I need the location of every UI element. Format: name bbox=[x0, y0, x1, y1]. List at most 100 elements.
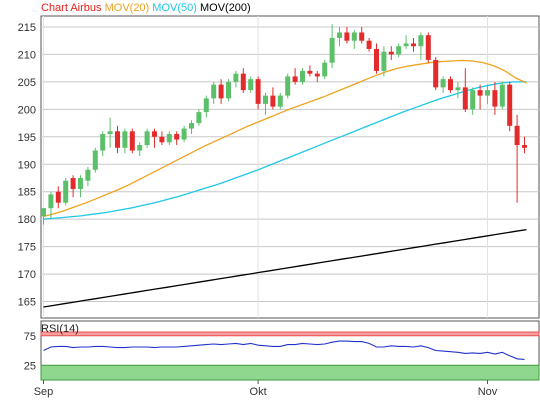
y-tick-label: 190 bbox=[18, 159, 36, 171]
x-axis: SepOktNovDe bbox=[34, 380, 498, 398]
candle-body bbox=[240, 73, 246, 91]
candle-body bbox=[115, 131, 120, 148]
candles bbox=[41, 24, 527, 225]
y-tick-label: 180 bbox=[18, 214, 36, 226]
legend-item-mov50: MOV(50) bbox=[152, 2, 197, 14]
candle-body bbox=[48, 194, 54, 209]
candle-body bbox=[344, 32, 350, 41]
y-tick-label: 185 bbox=[18, 187, 36, 199]
candle-body bbox=[63, 180, 69, 203]
candle-body bbox=[507, 84, 513, 126]
candle-body bbox=[211, 84, 217, 99]
legend-item-mov20: MOV(20) bbox=[105, 2, 150, 14]
candle-body bbox=[477, 90, 483, 96]
candle-body bbox=[277, 95, 283, 107]
ma200-layer bbox=[43, 228, 527, 308]
candle-body bbox=[100, 134, 106, 151]
ma200-line bbox=[43, 228, 527, 308]
candle-body bbox=[418, 35, 424, 47]
main-panel-frame bbox=[40, 15, 540, 319]
rsi-label: RSI(14) bbox=[41, 323, 79, 335]
ma20-line bbox=[43, 59, 527, 218]
y-axis: 165 170 175 180 185 190 195 200 205 210 215 25 75 bbox=[18, 22, 36, 372]
candle-body bbox=[403, 43, 409, 47]
y-tick-label: 205 bbox=[18, 77, 36, 89]
candle-body bbox=[226, 81, 231, 99]
ma50-layer bbox=[43, 81, 527, 220]
y-tick-label: 195 bbox=[18, 132, 36, 144]
candle-body bbox=[366, 40, 372, 49]
candle-body bbox=[203, 98, 209, 113]
candle-body bbox=[196, 112, 202, 124]
candle-body bbox=[374, 48, 379, 71]
candle-body bbox=[233, 73, 239, 82]
candle-body bbox=[159, 136, 165, 143]
rsi-oversold-band bbox=[40, 364, 540, 381]
candle-body bbox=[248, 79, 254, 91]
candle-body bbox=[55, 191, 61, 203]
candle-body bbox=[322, 62, 328, 77]
candle-body bbox=[514, 125, 520, 146]
candle-body bbox=[492, 90, 498, 107]
candle-body bbox=[92, 150, 98, 170]
y-tick-label: 170 bbox=[18, 269, 36, 281]
candle-body bbox=[189, 123, 194, 129]
candle-body bbox=[263, 95, 268, 104]
candle-body bbox=[522, 145, 527, 148]
candle-body bbox=[499, 84, 505, 107]
candle-body bbox=[337, 32, 342, 38]
candle-body bbox=[470, 90, 476, 110]
x-tick-label: Sep bbox=[34, 386, 54, 398]
candle-body bbox=[122, 131, 128, 148]
candle-body bbox=[455, 87, 461, 91]
candle-body bbox=[411, 43, 416, 47]
candle-body bbox=[218, 84, 224, 99]
candle-body bbox=[85, 169, 91, 181]
candle-body bbox=[314, 73, 320, 77]
candle-body bbox=[485, 90, 490, 96]
rsi-tick-label: 75 bbox=[24, 331, 36, 343]
rsi-bands bbox=[40, 331, 540, 381]
y-tick-label: 200 bbox=[18, 104, 36, 116]
candle-body bbox=[329, 37, 335, 63]
rsi-tick-label: 25 bbox=[24, 360, 36, 372]
candle-body bbox=[181, 128, 187, 140]
x-tick-label: Nov bbox=[478, 386, 498, 398]
legend: Chart Airbus MOV(20) MOV(50) MOV(200) bbox=[41, 2, 251, 14]
ma50-line bbox=[43, 81, 527, 220]
candle-body bbox=[433, 59, 439, 88]
candle-body bbox=[78, 177, 83, 189]
candle-body bbox=[70, 177, 76, 189]
candle-body bbox=[137, 145, 143, 151]
ma20-layer bbox=[43, 59, 527, 218]
rsi-layer bbox=[43, 340, 525, 360]
candle-body bbox=[166, 134, 172, 143]
candle-body bbox=[351, 32, 357, 41]
candle-body bbox=[448, 79, 453, 91]
y-tick-label: 165 bbox=[18, 297, 36, 309]
candle-body bbox=[144, 131, 150, 146]
candle-body bbox=[270, 95, 276, 107]
candle-body bbox=[41, 208, 46, 217]
legend-item-mov200: MOV(200) bbox=[200, 2, 251, 14]
candle-body bbox=[381, 51, 387, 71]
rsi-overbought-band bbox=[40, 331, 540, 337]
candle-body bbox=[300, 70, 305, 82]
candle-body bbox=[107, 131, 113, 135]
legend-item-chart: Chart Airbus bbox=[41, 2, 102, 14]
candle-body bbox=[425, 35, 431, 60]
y-tick-label: 175 bbox=[18, 242, 36, 254]
candle-body bbox=[129, 131, 135, 151]
candle-body bbox=[174, 134, 180, 140]
candle-body bbox=[388, 51, 394, 55]
rsi-line bbox=[43, 340, 525, 360]
x-tick-label: Okt bbox=[250, 386, 267, 398]
candle-body bbox=[255, 79, 261, 104]
candle-body bbox=[152, 131, 157, 137]
candle-body bbox=[292, 76, 298, 82]
candle-body bbox=[462, 87, 468, 110]
y-tick-label: 215 bbox=[18, 22, 36, 34]
candle-body bbox=[285, 76, 291, 96]
candle-body bbox=[307, 70, 313, 74]
